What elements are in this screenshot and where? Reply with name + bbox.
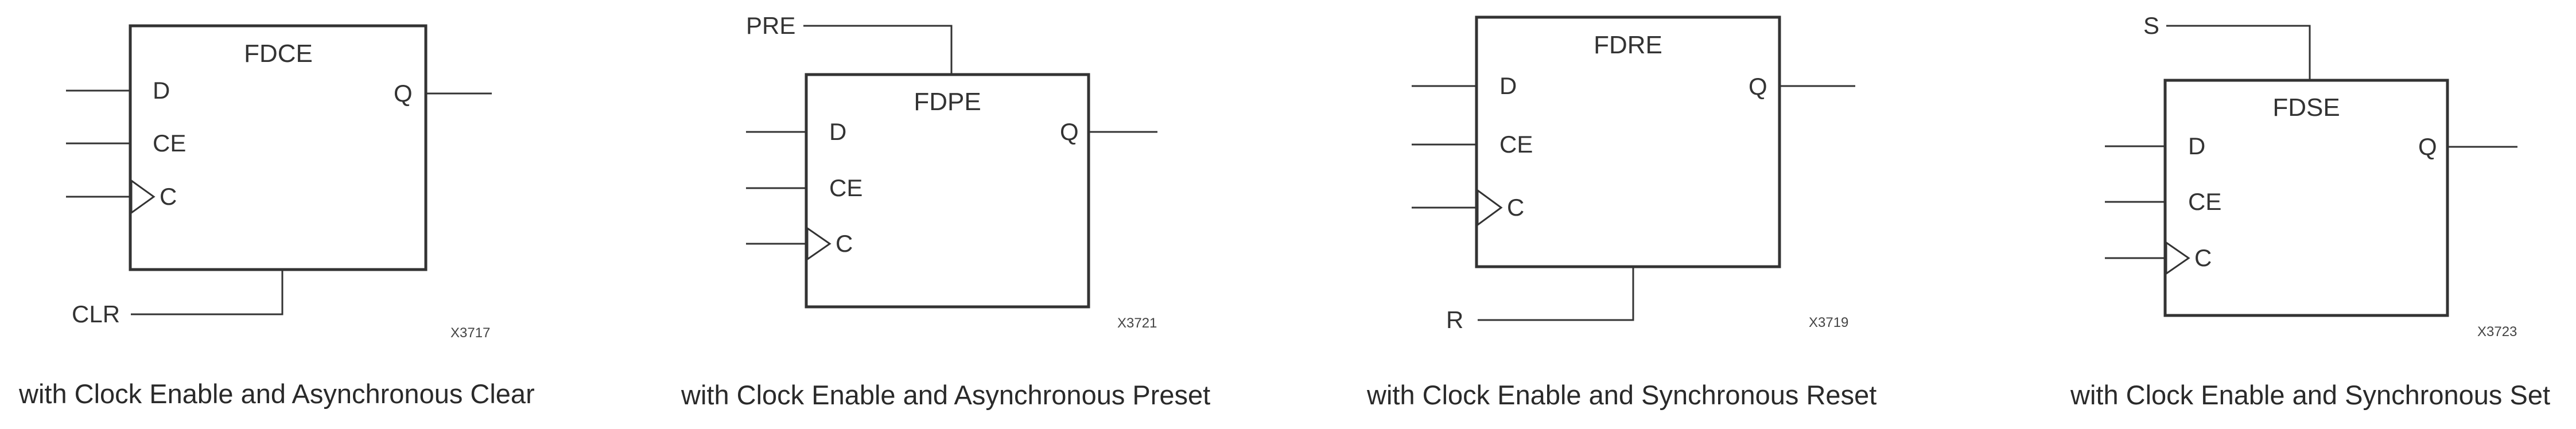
fdpe-ce-label: CE <box>829 174 862 201</box>
fdce-diagram: FDCE D CE C Q CLR X3717 with Clock Enabl… <box>18 24 535 409</box>
fdre-clock-triangle <box>1477 189 1503 227</box>
fdse-title: FDSE <box>2272 93 2340 122</box>
fdce-q-label: Q <box>394 80 413 107</box>
fdce-clr-label: CLR <box>72 301 120 327</box>
fdpe-drawing-code: X3721 <box>1117 315 1157 331</box>
fdse-d-label: D <box>2188 132 2205 159</box>
fdce-caption: with Clock Enable and Asynchronous Clear <box>18 379 535 409</box>
fdre-ce-label: CE <box>1499 131 1533 158</box>
fdse-block <box>2163 79 2449 317</box>
fdse-q-label: Q <box>2418 133 2437 160</box>
fdse-clock-triangle <box>2165 241 2190 275</box>
fdce-drawing-code: X3717 <box>450 325 490 341</box>
fdce-clk-label: C <box>160 183 177 210</box>
fdse-drawing-code: X3723 <box>2477 324 2517 340</box>
fdre-q-label: Q <box>1749 73 1767 100</box>
fdre-drawing-code: X3719 <box>1809 315 1848 330</box>
fdpe-d-label: D <box>829 118 846 145</box>
fdce-title: FDCE <box>244 40 313 68</box>
fdce-clock-triangle <box>130 179 156 214</box>
fdpe-pre-label: PRE <box>746 12 795 39</box>
fdpe-diagram: PRE FDPE D CE C Q X3721 with Clock Enabl… <box>681 12 1210 410</box>
fdce-d-label: D <box>153 77 170 104</box>
fdre-title: FDRE <box>1594 31 1662 59</box>
fdce-clr-wire <box>131 270 283 315</box>
fdpe-clk-label: C <box>836 230 853 257</box>
fdce-ce-label: CE <box>153 130 186 157</box>
fdse-caption: with Clock Enable and Synchronous Set <box>2070 380 2550 410</box>
fdre-r-wire <box>1478 267 1634 321</box>
fdse-s-wire <box>2166 25 2311 80</box>
fdre-caption: with Clock Enable and Synchronous Reset <box>1366 380 1876 410</box>
fdpe-clock-triangle <box>806 227 832 261</box>
fdre-block <box>1475 15 1781 268</box>
fdre-r-label: R <box>1446 306 1463 333</box>
fdse-s-label: S <box>2143 12 2159 39</box>
fdce-block <box>129 24 428 271</box>
fdse-diagram: S FDSE D CE C Q X3723 with Clock Enable … <box>2070 12 2550 410</box>
fdpe-q-label: Q <box>1060 118 1079 145</box>
fdre-d-label: D <box>1499 72 1517 99</box>
fdse-ce-label: CE <box>2188 188 2221 215</box>
fdpe-caption: with Clock Enable and Asynchronous Prese… <box>681 380 1210 410</box>
fdse-clk-label: C <box>2194 244 2212 271</box>
fdre-clk-label: C <box>1507 194 1524 221</box>
fdpe-block <box>805 73 1090 309</box>
fdpe-title: FDPE <box>914 88 981 116</box>
fdre-diagram: FDRE D CE C Q R X3719 with Clock Enable … <box>1366 15 1876 410</box>
fdpe-pre-wire <box>803 25 953 75</box>
